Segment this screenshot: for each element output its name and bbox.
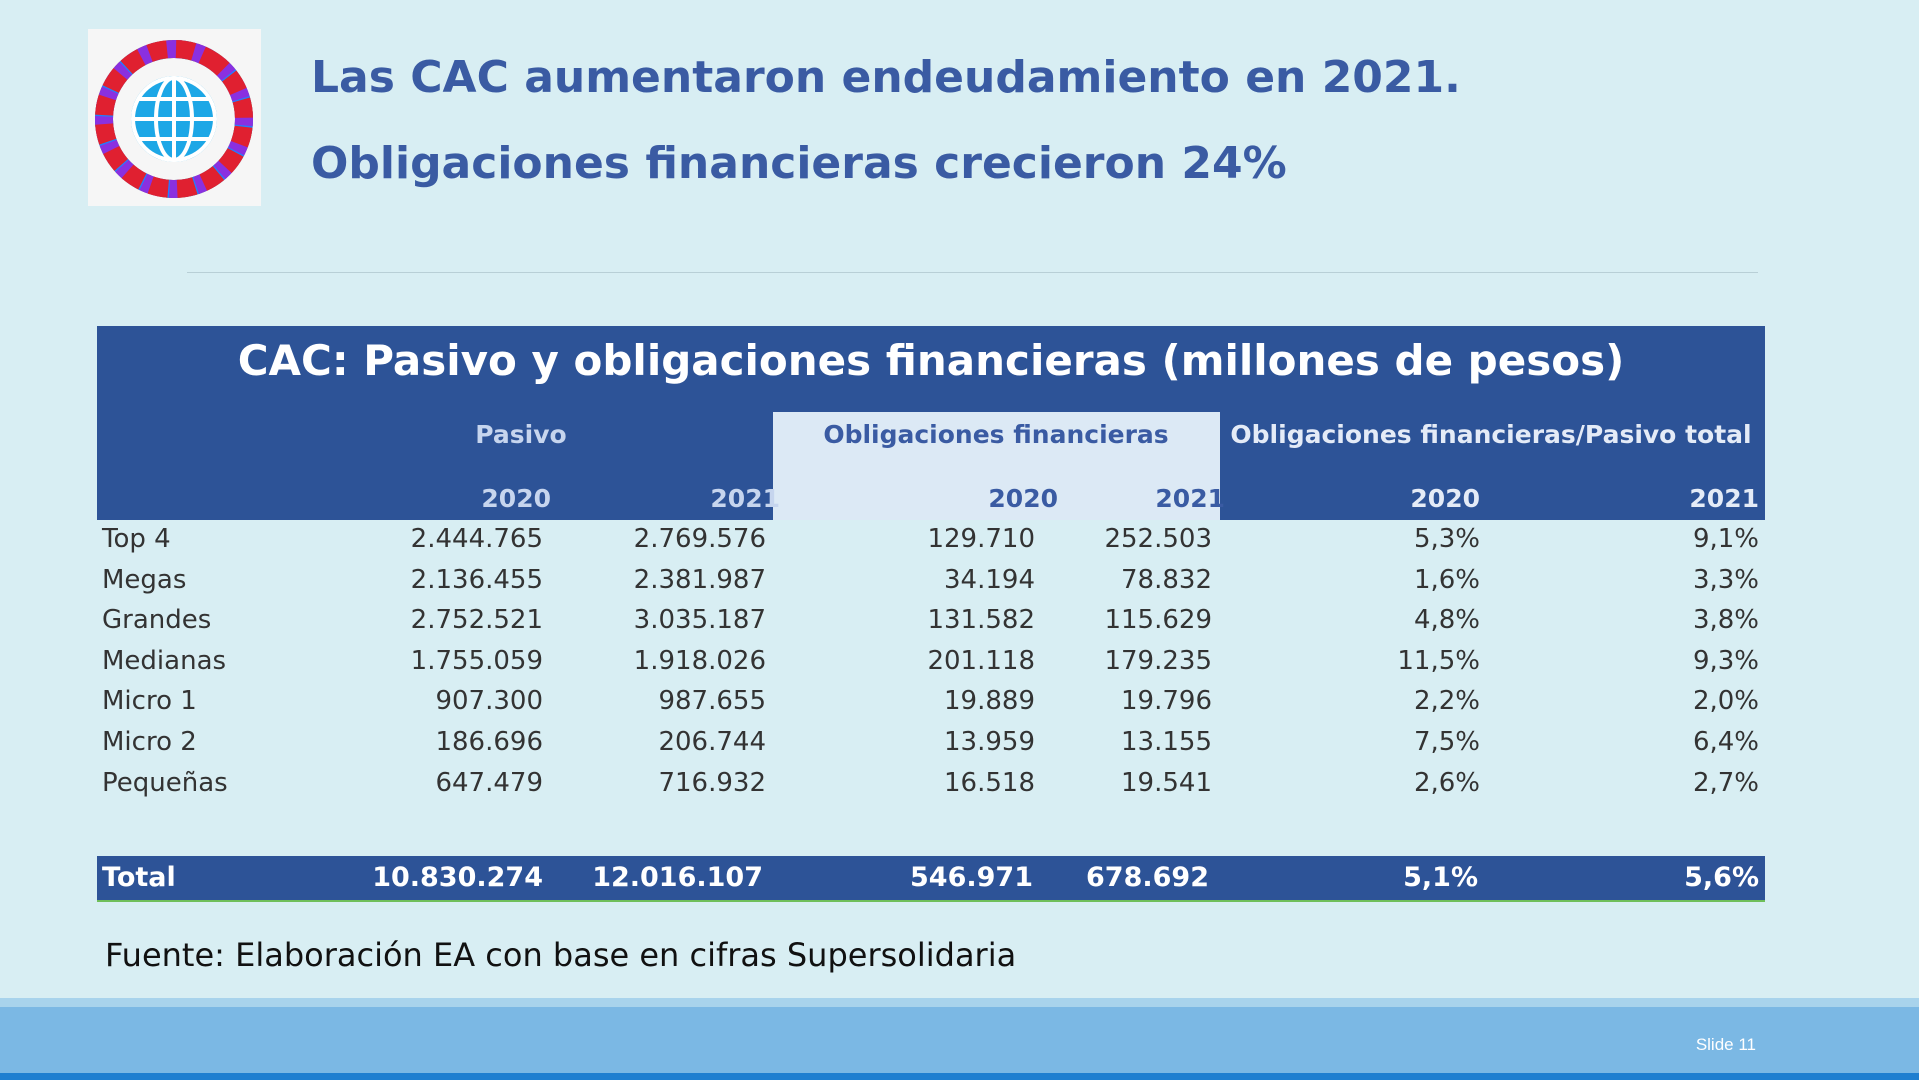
table-cell: 252.503: [1104, 524, 1212, 554]
table-cell: 2.136.455: [410, 564, 543, 595]
divider: [187, 272, 1758, 273]
total-cell: 546.971: [910, 862, 1033, 894]
table-cell: 647.479: [435, 767, 543, 798]
people-ring: [95, 40, 253, 198]
footer-line: [0, 1073, 1919, 1080]
logo: [88, 29, 261, 206]
data-table: CAC: Pasivo y obligaciones financieras (…: [97, 326, 1765, 903]
table-cell: 7,5%: [1413, 726, 1480, 757]
table-body: Top 4 2.444.765 2.769.576 129.710 252.50…: [97, 520, 1765, 804]
table-cell: 206.744: [658, 726, 766, 757]
total-cell: 678.692: [1086, 862, 1209, 894]
year-header: 2021: [1155, 484, 1225, 513]
row-label: Pequeñas: [102, 767, 228, 798]
table-cell: 13.155: [1121, 726, 1212, 757]
table-cell: 1.918.026: [633, 645, 766, 676]
table-cell: 19.796: [1121, 686, 1212, 717]
table-cell: 19.889: [944, 686, 1035, 717]
table-row: Megas 2.136.455 2.381.987 34.194 78.832 …: [97, 561, 1765, 602]
table-cell: 2.769.576: [633, 524, 766, 554]
table-cell: 34.194: [944, 564, 1035, 595]
year-header: 2020: [988, 484, 1058, 513]
total-cell: 10.830.274: [372, 862, 543, 894]
table-row: Top 4 2.444.765 2.769.576 129.710 252.50…: [97, 520, 1765, 561]
year-header: 2021: [710, 484, 780, 513]
table-cell: 2,6%: [1413, 767, 1480, 798]
table-cell: 16.518: [944, 767, 1035, 798]
table-row: Pequeñas 647.479 716.932 16.518 19.541 2…: [97, 764, 1765, 805]
table-cell: 5,3%: [1413, 524, 1480, 554]
table-cell: 2.381.987: [633, 564, 766, 595]
table-cell: 1.755.059: [410, 645, 543, 676]
year-header: 2020: [1410, 484, 1480, 513]
total-cell: 12.016.107: [592, 862, 763, 894]
table-row: Micro 2 186.696 206.744 13.959 13.155 7,…: [97, 723, 1765, 764]
table-cell: 13.959: [944, 726, 1035, 757]
table-cell: 2,7%: [1692, 767, 1759, 798]
table-cell: 179.235: [1104, 645, 1212, 676]
table-header: CAC: Pasivo y obligaciones financieras (…: [97, 326, 1765, 520]
footer-accent: [0, 998, 1919, 1007]
footer-bar: [0, 1007, 1919, 1073]
slide-number: Slide 11: [1695, 1035, 1756, 1054]
source-note: Fuente: Elaboración EA con base en cifra…: [105, 936, 1017, 974]
row-label: Grandes: [102, 605, 212, 636]
table-cell: 186.696: [435, 726, 543, 757]
year-header: 2020: [481, 484, 551, 513]
year-header: 2021: [1689, 484, 1759, 513]
table-cell: 1,6%: [1413, 564, 1480, 595]
row-label: Micro 2: [102, 726, 197, 757]
table-cell: 9,1%: [1692, 524, 1759, 554]
table-cell: 907.300: [435, 686, 543, 717]
table-cell: 115.629: [1104, 605, 1212, 636]
row-label: Top 4: [102, 524, 171, 554]
slide-subtitle: Obligaciones financieras crecieron 24%: [311, 138, 1287, 189]
table-cell: 78.832: [1121, 564, 1212, 595]
table-spacer: [97, 804, 1765, 856]
table-cell: 201.118: [927, 645, 1035, 676]
row-label: Megas: [102, 564, 187, 595]
row-label: Micro 1: [102, 686, 197, 717]
table-cell: 11,5%: [1397, 645, 1480, 676]
total-cell: 5,1%: [1403, 862, 1478, 894]
table-cell: 2.444.765: [410, 524, 543, 554]
obligaciones-header-highlight: [773, 412, 1220, 520]
slide-title: Las CAC aumentaron endeudamiento en 2021…: [311, 52, 1461, 103]
total-row: Total 10.830.274 12.016.107 546.971 678.…: [97, 856, 1765, 903]
table-cell: 4,8%: [1413, 605, 1480, 636]
table-cell: 3,3%: [1692, 564, 1759, 595]
table-cell: 2,2%: [1413, 686, 1480, 717]
table-cell: 2.752.521: [410, 605, 543, 636]
table-cell: 19.541: [1121, 767, 1212, 798]
globe-people-logo-icon: [95, 40, 253, 198]
table-cell: 2,0%: [1692, 686, 1759, 717]
table-cell: 3,8%: [1692, 605, 1759, 636]
table-row: Micro 1 907.300 987.655 19.889 19.796 2,…: [97, 682, 1765, 723]
table-row: Grandes 2.752.521 3.035.187 131.582 115.…: [97, 601, 1765, 642]
table-row: Medianas 1.755.059 1.918.026 201.118 179…: [97, 642, 1765, 683]
table-cell: 131.582: [927, 605, 1035, 636]
total-cell: 5,6%: [1684, 862, 1759, 894]
table-cell: 716.932: [658, 767, 766, 798]
total-label: Total: [102, 862, 176, 894]
table-cell: 129.710: [927, 524, 1035, 554]
table-cell: 9,3%: [1692, 645, 1759, 676]
table-title: CAC: Pasivo y obligaciones financieras (…: [237, 336, 1625, 385]
table-cell: 987.655: [658, 686, 766, 717]
table-cell: 3.035.187: [633, 605, 766, 636]
row-label: Medianas: [102, 645, 227, 676]
table-cell: 6,4%: [1692, 726, 1759, 757]
